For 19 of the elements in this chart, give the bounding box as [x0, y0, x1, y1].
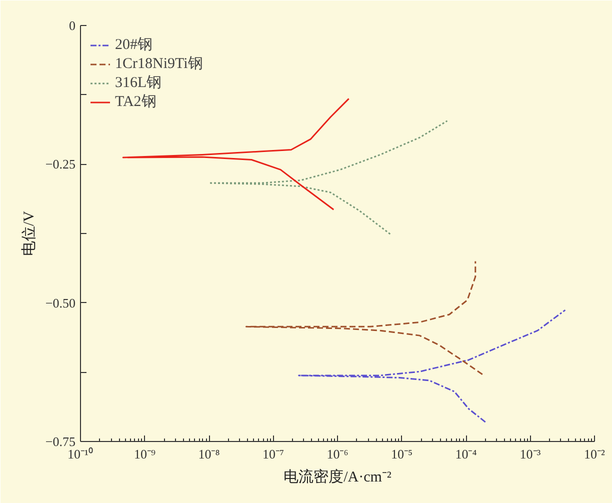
x-axis-title: 电流密度/A·cm⁻² — [284, 468, 392, 486]
legend-label: TA2钢 — [115, 93, 156, 111]
y-tick-label: −0.50 — [45, 295, 76, 310]
x-tick-label: 10⁻⁵ — [390, 446, 413, 462]
y-tick-label: −0.75 — [45, 434, 76, 449]
y-tick-label: −0.25 — [45, 156, 76, 172]
legend-label: 1Cr18Ni9Ti钢 — [115, 55, 203, 73]
legend-label: 20#钢 — [115, 36, 152, 54]
x-tick-label: 10⁻¹⁰ — [68, 446, 94, 462]
x-tick-label: 10⁻³ — [520, 446, 541, 462]
legend-label: 316L钢 — [115, 74, 162, 92]
x-tick-label: 10⁻⁹ — [134, 446, 156, 462]
x-tick-label: 10⁻⁶ — [326, 446, 348, 462]
y-tick-label: 0 — [69, 18, 76, 33]
x-tick-label: 10⁻⁴ — [455, 446, 478, 462]
x-tick-label: 10⁻² — [584, 446, 606, 462]
x-tick-label: 10⁻⁷ — [262, 446, 284, 462]
x-tick-label: 10⁻⁸ — [198, 446, 220, 462]
y-axis-title: 电位/V — [20, 210, 38, 256]
